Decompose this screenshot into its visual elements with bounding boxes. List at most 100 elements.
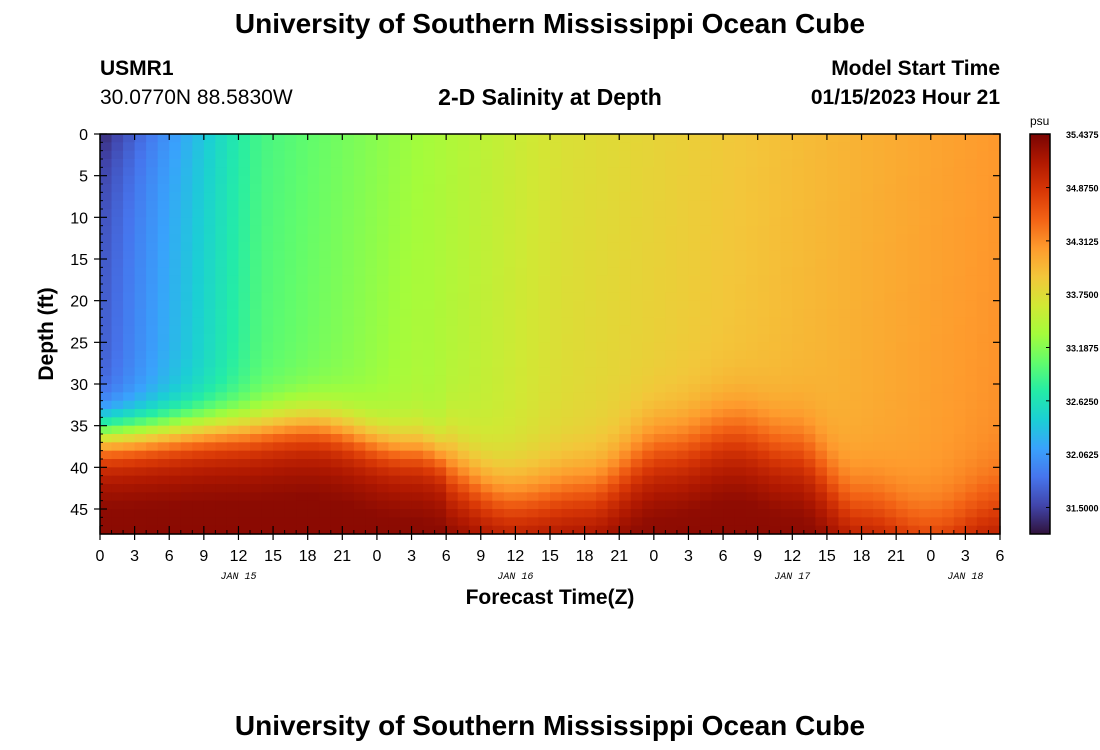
heatmap-cell [446, 184, 459, 193]
heatmap-cell [319, 175, 332, 185]
heatmap-cell [711, 167, 724, 177]
heatmap-cell [873, 209, 886, 218]
heatmap-cell [711, 467, 724, 477]
heatmap-cell [319, 309, 332, 318]
heatmap-cell [457, 350, 470, 360]
heatmap-cell [250, 209, 263, 218]
heatmap-cell [919, 292, 932, 302]
heatmap-cell [550, 159, 563, 168]
heatmap-cell [607, 384, 620, 393]
heatmap-cell [596, 242, 609, 252]
heatmap-cell [526, 134, 540, 143]
heatmap-cell [642, 367, 655, 377]
heatmap-cell [146, 392, 159, 402]
heatmap-cell [400, 384, 413, 393]
heatmap-cell [584, 450, 597, 460]
heatmap-cell [550, 500, 563, 510]
heatmap-cell [907, 209, 920, 218]
heatmap-cell [157, 184, 170, 193]
heatmap-cell [607, 467, 620, 477]
heatmap-cell [388, 334, 401, 343]
heatmap-cell [826, 225, 840, 235]
heatmap-cell [526, 467, 540, 477]
heatmap-cell [930, 367, 943, 377]
heatmap-cell [919, 167, 932, 177]
heatmap-cell [353, 242, 366, 252]
heatmap-cell [400, 284, 413, 293]
heatmap-cell [988, 500, 1001, 510]
heatmap-cell [561, 225, 574, 235]
heatmap-cell [250, 375, 263, 385]
heatmap-cell [296, 150, 309, 160]
heatmap-cell [988, 442, 1001, 452]
heatmap-cell [642, 475, 655, 485]
heatmap-cell [653, 234, 666, 243]
heatmap-cell [953, 409, 966, 418]
heatmap-cell [388, 459, 401, 468]
heatmap-cell [134, 325, 147, 335]
heatmap-cell [388, 525, 401, 535]
heatmap-cell [353, 175, 366, 185]
heatmap-cell [746, 309, 759, 318]
heatmap-cell [665, 142, 678, 152]
heatmap-cell [296, 325, 309, 335]
heatmap-cell [896, 417, 909, 427]
heatmap-cell [169, 392, 182, 402]
heatmap-cell [907, 400, 920, 410]
heatmap-cell [203, 217, 216, 227]
heatmap-cell [873, 292, 886, 302]
heatmap-cell [192, 492, 205, 502]
heatmap-cell [873, 242, 886, 252]
heatmap-cell [273, 459, 286, 468]
heatmap-cell [319, 200, 332, 210]
heatmap-cell [665, 250, 678, 260]
heatmap-cell [965, 375, 978, 385]
heatmap-cell [215, 259, 228, 268]
heatmap-cell [907, 475, 920, 485]
heatmap-cell [988, 217, 1001, 227]
heatmap-cell [780, 484, 793, 493]
heatmap-cell [388, 392, 401, 402]
heatmap-cell [573, 275, 586, 285]
heatmap-cell [434, 434, 447, 443]
heatmap-cell [930, 175, 943, 185]
heatmap-cell [596, 434, 609, 443]
heatmap-cell [988, 392, 1001, 402]
colorbar-ticks: 35.437534.875034.312533.750033.187532.62… [1046, 130, 1099, 513]
heatmap-cell [434, 409, 447, 418]
heatmap-cell [100, 350, 113, 360]
heatmap-cell [342, 242, 355, 252]
heatmap-cell [642, 342, 655, 352]
heatmap-cell [769, 217, 782, 227]
heatmap-cell [850, 192, 863, 202]
heatmap-cell [250, 300, 263, 310]
heatmap-cell [573, 159, 586, 168]
heatmap-cell [619, 492, 632, 502]
heatmap-cell [111, 225, 124, 235]
heatmap-cell [780, 234, 793, 243]
heatmap-cell [826, 184, 840, 193]
heatmap-cell [607, 275, 620, 285]
heatmap-cell [480, 234, 493, 243]
heatmap-cell [226, 434, 240, 443]
heatmap-cell [226, 175, 240, 185]
heatmap-cell [353, 284, 366, 293]
heatmap-cell [157, 159, 170, 168]
heatmap-cell [930, 517, 943, 527]
heatmap-cell [273, 475, 286, 485]
heatmap-cell [734, 267, 747, 277]
heatmap-cell [296, 200, 309, 210]
heatmap-cell [526, 225, 540, 235]
heatmap-cell [526, 184, 540, 193]
heatmap-cell [896, 284, 909, 293]
heatmap-cell [769, 150, 782, 160]
heatmap-cell [100, 492, 113, 502]
heatmap-cell [873, 525, 886, 535]
heatmap-cell [376, 509, 390, 518]
heatmap-cell [180, 459, 193, 468]
heatmap-cell [850, 475, 863, 485]
heatmap-cell [607, 200, 620, 210]
heatmap-cell [273, 225, 286, 235]
heatmap-cell [769, 425, 782, 435]
heatmap-cell [330, 309, 343, 318]
